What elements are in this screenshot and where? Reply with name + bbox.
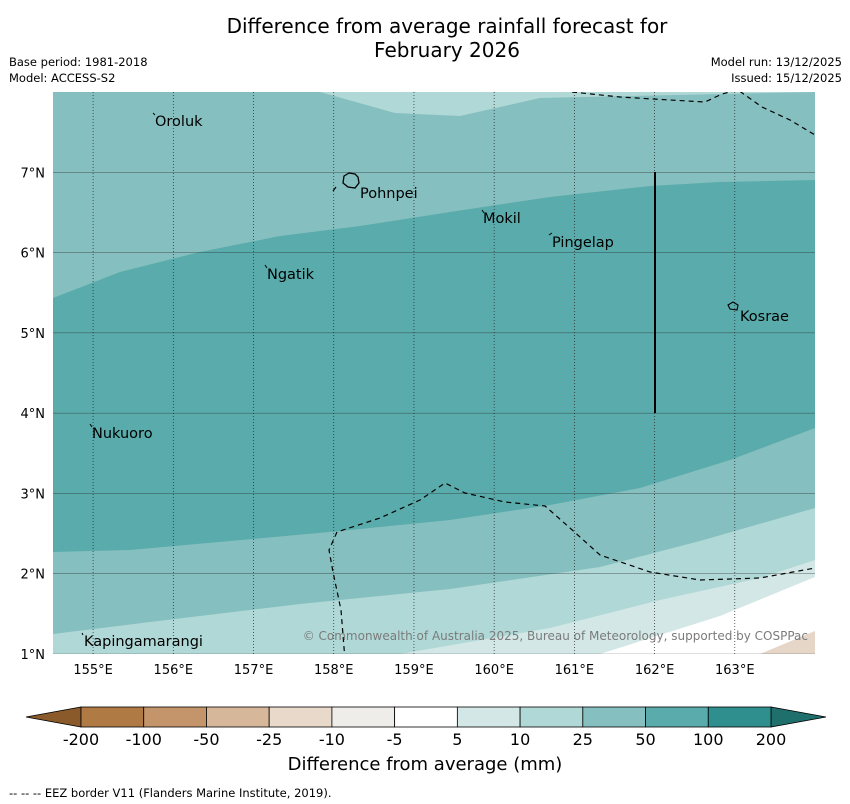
x-tick-label: 159°E (394, 663, 434, 678)
y-axis-ticks: 1°N 2°N 3°N 4°N 5°N 6°N 7°N (21, 166, 46, 663)
model-text: Model: ACCESS-S2 (9, 71, 116, 85)
map-area[interactable]: Oroluk Pohnpei Mokil Pingelap Ngatik Kos… (53, 90, 815, 660)
colorbar-swatch (394, 706, 458, 728)
colorbar-tick-label: 5 (452, 730, 462, 749)
map-svg[interactable]: Oroluk Pohnpei Mokil Pingelap Ngatik Kos… (0, 0, 850, 752)
colorbar-tick-label: -25 (256, 730, 282, 749)
model-run-text: Model run: 13/12/2025 (710, 55, 842, 69)
x-tick-label: 160°E (474, 663, 514, 678)
colorbar-swatch (456, 706, 521, 728)
colorbar-swatch (707, 706, 772, 728)
eez-border-south (328, 482, 815, 654)
copyright-text: © Commonwealth of Australia 2025, Bureau… (303, 629, 808, 643)
oroluk-mark (152, 112, 156, 116)
colorbar-title: Difference from average (mm) (287, 754, 563, 775)
y-tick-label: 7°N (21, 166, 46, 181)
x-tick-label: 163°E (715, 663, 755, 678)
label-kosrae: Kosrae (740, 309, 789, 325)
colorbar-tick-label: 25 (573, 730, 593, 749)
meta-left: Base period: 1981-2018 Model: ACCESS-S2 (9, 54, 148, 86)
colorbar-swatch (268, 706, 333, 728)
colorbar-tick-label: -100 (126, 730, 162, 749)
colorbar-tick-label: -50 (193, 730, 219, 749)
nukuoro-mark (89, 423, 93, 428)
eez-border-stub (332, 186, 337, 192)
colorbar-swatch (582, 706, 646, 728)
eez-borders (328, 92, 815, 654)
band-neutral (600, 577, 815, 654)
meta-right: Model run: 13/12/2025 Issued: 15/12/2025 (711, 54, 842, 86)
eez-border-north (571, 92, 815, 136)
colorbar-tick-label: 10 (510, 730, 530, 749)
label-kapingamarangi: Kapingamarangi (84, 634, 203, 650)
x-tick-label: 158°E (314, 663, 354, 678)
y-tick-label: 1°N (21, 648, 46, 663)
band-50-100-core (53, 180, 815, 552)
label-nukuoro: Nukuoro (92, 426, 153, 442)
chart-title: Difference from average rainfall forecas… (0, 14, 850, 62)
colorbar-tick-label: 100 (693, 730, 724, 749)
y-tick-label: 6°N (21, 247, 46, 262)
label-mokil: Mokil (483, 211, 521, 227)
colorbar-extend-low (25, 706, 82, 728)
x-axis-ticks: 155°E 156°E 157°E 158°E 159°E 160°E 161°E 162°E… (73, 663, 754, 678)
kapinga-mark (81, 632, 84, 636)
colorbar-swatch (645, 706, 709, 728)
colorbar-tick-label: -5 (387, 730, 403, 749)
x-tick-label: 156°E (154, 663, 194, 678)
colorbar-tick-label: 50 (635, 730, 655, 749)
colorbar-tick-label: -10 (319, 730, 345, 749)
band-dry (760, 631, 815, 654)
issued-text: Issued: 15/12/2025 (731, 71, 842, 85)
colorbar-swatch (206, 706, 270, 728)
colorbar-tick-label: -200 (63, 730, 99, 749)
pingelap-mark (548, 232, 553, 236)
title-line-1: Difference from average rainfall forecas… (226, 14, 668, 38)
y-tick-label: 4°N (21, 407, 46, 422)
colorbar-swatch (519, 706, 584, 728)
y-tick-label: 5°N (21, 327, 46, 342)
colorbar-swatch (143, 706, 207, 728)
label-pohnpei: Pohnpei (360, 186, 418, 202)
atoll-marks (81, 112, 553, 636)
colorbar-swatch (331, 706, 396, 728)
x-tick-label: 155°E (73, 663, 113, 678)
base-period-text: Base period: 1981-2018 (9, 55, 148, 69)
pohnpei-island-outline (342, 172, 360, 189)
label-ngatik: Ngatik (267, 267, 315, 283)
ngatik-mark (264, 264, 268, 269)
x-tick-label: 162°E (635, 663, 675, 678)
label-oroluk: Oroluk (155, 114, 203, 130)
graticule (53, 92, 815, 654)
colorbar-swatch (80, 706, 145, 728)
kosrae-island-outline (727, 301, 739, 311)
colorbar: -200 -100 -50 -25 -10 -5 5 10 25 50 100 200 (25, 706, 827, 749)
colorbar-extend-high (770, 706, 827, 728)
x-tick-label: 161°E (555, 663, 595, 678)
label-pingelap: Pingelap (552, 235, 614, 251)
x-tick-label: 157°E (234, 663, 274, 678)
title-line-2: February 2026 (374, 38, 520, 62)
colorbar-tick-label: 200 (756, 730, 787, 749)
mokil-mark (481, 209, 485, 214)
y-tick-label: 3°N (21, 487, 46, 502)
footnote: -- -- -- EEZ border V11 (Flanders Marine… (9, 786, 332, 800)
y-tick-label: 2°N (21, 568, 46, 583)
